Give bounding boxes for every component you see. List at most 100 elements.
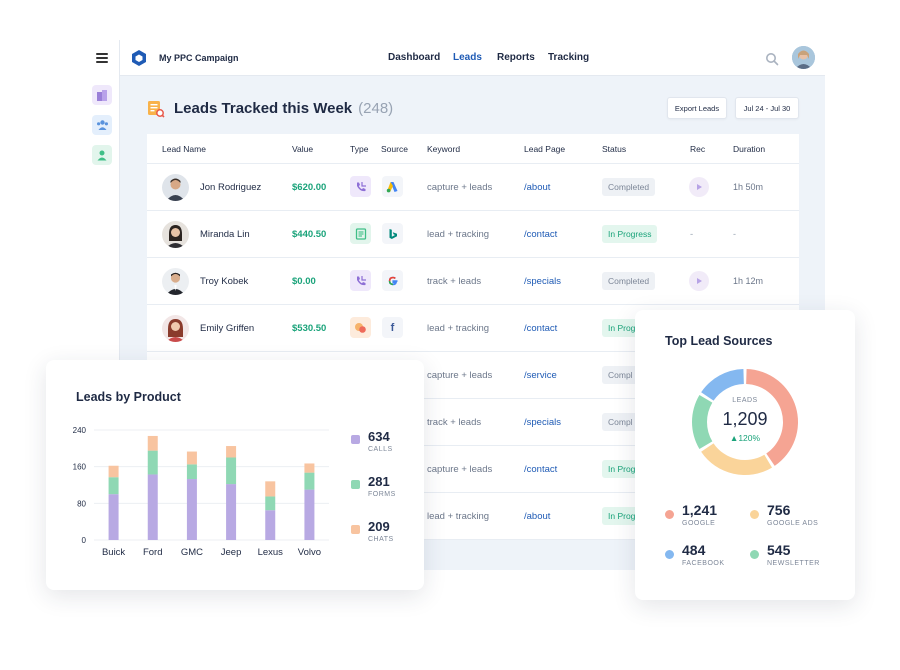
- bar-segment-calls[interactable]: [226, 484, 237, 540]
- donut-center-change: ▲120%: [685, 433, 805, 443]
- lead-name[interactable]: Troy Kobek: [200, 276, 249, 287]
- donut-slice-google-ads[interactable]: [701, 443, 773, 475]
- lead-page-link[interactable]: /about: [524, 182, 551, 193]
- users-icon[interactable]: [92, 115, 112, 135]
- nav-leads[interactable]: Leads: [453, 52, 482, 63]
- bing-icon: [382, 223, 403, 244]
- bar-segment-forms[interactable]: [304, 472, 315, 490]
- col-status[interactable]: Status: [602, 144, 627, 154]
- lead-name[interactable]: Emily Griffen: [200, 323, 255, 334]
- col-keyword[interactable]: Keyword: [427, 144, 461, 154]
- bar-segment-forms[interactable]: [186, 464, 197, 480]
- y-tick-label: 80: [77, 499, 86, 508]
- lead-value: $530.50: [292, 323, 327, 334]
- lead-page-link[interactable]: /contact: [524, 229, 558, 240]
- bar-segment-calls[interactable]: [304, 489, 315, 540]
- date-range-button[interactable]: Jul 24 - Jul 30: [735, 97, 799, 119]
- status-badge: In Prog: [602, 460, 642, 478]
- lead-page-link[interactable]: /specials: [524, 276, 561, 287]
- top-lead-sources-card: Top Lead Sources LEADS 1,209 ▲120% 1,241…: [635, 310, 855, 600]
- google-icon: [382, 270, 403, 291]
- table-row[interactable]: track + leads /specials Compl: [147, 399, 799, 446]
- lead-page-link[interactable]: /contact: [524, 464, 558, 475]
- bar-segment-calls[interactable]: [108, 494, 119, 540]
- table-row[interactable]: Emily Griffen $530.50 f lead + tracking …: [147, 305, 799, 352]
- google-ads-total: 756: [767, 502, 791, 518]
- status-badge: In Prog: [602, 319, 642, 337]
- table-row[interactable]: Miranda Lin $440.50 lead + tracking /con…: [147, 211, 799, 258]
- donut-slice-facebook[interactable]: [701, 369, 744, 401]
- lead-value: $0.00: [292, 276, 316, 287]
- bar-segment-chats[interactable]: [186, 451, 197, 465]
- forms-total: 281: [368, 474, 390, 489]
- lead-name[interactable]: Miranda Lin: [200, 229, 250, 240]
- bar-segment-calls[interactable]: [147, 474, 158, 540]
- bar-segment-chats[interactable]: [265, 481, 276, 497]
- donut-slice-newsletter[interactable]: [692, 394, 713, 450]
- bar-segment-chats[interactable]: [108, 465, 119, 478]
- google-legend-dot: [665, 510, 674, 519]
- export-leads-button[interactable]: Export Leads: [667, 97, 727, 119]
- table-row[interactable]: lead + tracking /about In Prog: [147, 493, 799, 540]
- nav-reports[interactable]: Reports: [497, 52, 535, 63]
- bar-segment-forms[interactable]: [147, 450, 158, 475]
- bar-segment-chats[interactable]: [226, 446, 237, 458]
- table-row[interactable]: Jon Rodriguez $620.00 capture + leads /a…: [147, 164, 799, 211]
- calls-label: CALLS: [368, 446, 393, 453]
- bar-segment-chats[interactable]: [147, 435, 158, 451]
- menu-icon[interactable]: [96, 53, 108, 63]
- leads-by-product-card: Leads by Product 0 80 160 240 Buick Ford GMC Je…: [46, 360, 424, 590]
- bar-segment-forms[interactable]: [226, 457, 237, 485]
- lead-page-link[interactable]: /about: [524, 511, 551, 522]
- newsletter-total: 545: [767, 542, 791, 558]
- bar-segment-calls[interactable]: [265, 510, 276, 540]
- table-row[interactable]: capture + leads /service Compl: [147, 352, 799, 399]
- nav-dashboard[interactable]: Dashboard: [388, 52, 441, 63]
- bar-segment-forms[interactable]: [108, 477, 119, 495]
- lead-page-link[interactable]: /specials: [524, 417, 561, 428]
- product-card-title: Leads by Product: [76, 390, 181, 404]
- col-duration[interactable]: Duration: [733, 144, 766, 154]
- lead-page-link[interactable]: /service: [524, 370, 557, 381]
- col-rec[interactable]: Rec: [690, 144, 706, 154]
- chat-icon: [350, 317, 371, 338]
- user-avatar[interactable]: [792, 46, 815, 69]
- y-tick-label: 240: [73, 426, 87, 435]
- donut-slice-google[interactable]: [746, 369, 798, 466]
- user-icon[interactable]: [92, 145, 112, 165]
- col-value[interactable]: Value: [292, 144, 314, 154]
- phone-call-icon: [350, 270, 371, 291]
- table-row[interactable]: capture + leads /contact In Prog: [147, 446, 799, 493]
- table-row[interactable]: Troy Kobek $0.00 track + leads /specials…: [147, 258, 799, 305]
- play-recording-icon[interactable]: [689, 271, 709, 291]
- table-header: Lead Name Value Type Source Keyword Lead…: [147, 134, 799, 164]
- bar-segment-calls[interactable]: [186, 479, 197, 540]
- form-icon: [350, 223, 371, 244]
- donut-center-label: LEADS: [732, 397, 758, 404]
- page-title-text: Leads Tracked this Week: [174, 100, 353, 117]
- col-lead-page[interactable]: Lead Page: [524, 144, 566, 154]
- phone-call-icon: [350, 176, 371, 197]
- chats-legend-swatch: [351, 525, 360, 534]
- google-ads-label: GOOGLE ADS: [767, 520, 819, 527]
- lead-page-link[interactable]: /contact: [524, 323, 558, 334]
- play-recording-icon[interactable]: [689, 177, 709, 197]
- lead-name[interactable]: Jon Rodriguez: [200, 182, 262, 193]
- google-label: GOOGLE: [682, 520, 716, 527]
- bar-segment-forms[interactable]: [265, 496, 276, 511]
- leads-report-icon: [148, 101, 165, 118]
- brand-name: My PPC Campaign: [159, 53, 239, 63]
- x-tick-label: Lexus: [258, 547, 284, 558]
- donut-center-value: 1,209: [722, 409, 768, 429]
- nav-tracking[interactable]: Tracking: [548, 52, 590, 63]
- bar-segment-chats[interactable]: [304, 463, 315, 473]
- x-tick-label: Ford: [143, 547, 163, 558]
- facebook-label: FACEBOOK: [682, 560, 725, 567]
- lead-sources-donut-chart: [692, 369, 798, 475]
- col-type[interactable]: Type: [350, 144, 369, 154]
- col-source[interactable]: Source: [381, 144, 408, 154]
- col-lead-name[interactable]: Lead Name: [162, 144, 206, 154]
- search-icon[interactable]: [765, 52, 779, 66]
- building-icon[interactable]: [92, 85, 112, 105]
- lead-value: $440.50: [292, 229, 327, 240]
